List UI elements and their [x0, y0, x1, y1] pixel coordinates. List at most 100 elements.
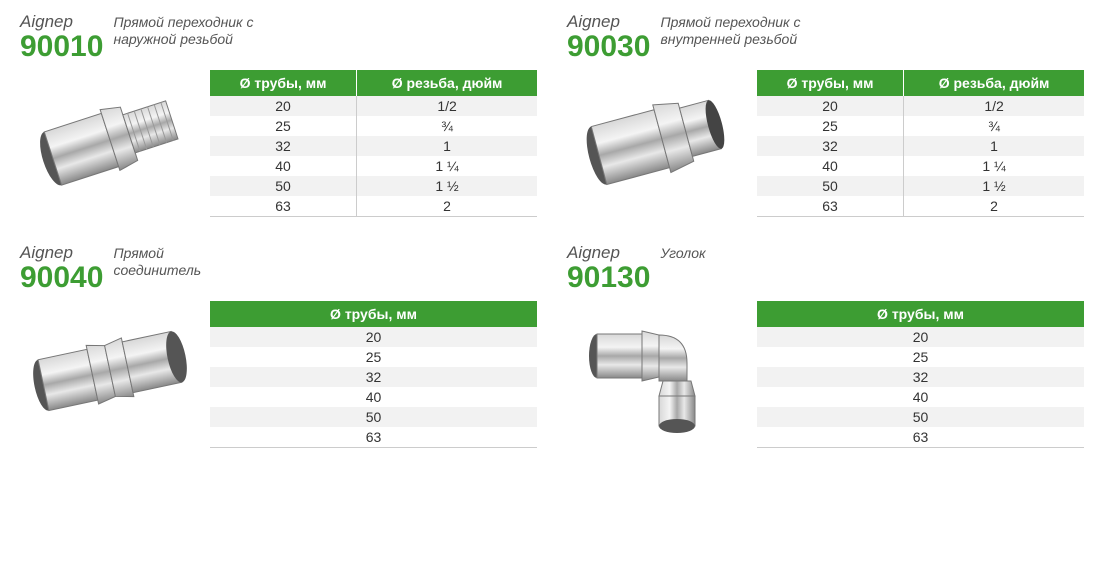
cell: 2: [904, 196, 1084, 217]
table-row: 632: [757, 196, 1084, 217]
cell: 40: [210, 156, 357, 176]
product-grid: Aignep 90010 Прямой переходник с наружно…: [20, 10, 1084, 448]
cell: 63: [757, 196, 904, 217]
cell: 63: [210, 427, 537, 448]
product-code: 90130: [567, 263, 650, 293]
table-row: 632: [210, 196, 537, 217]
cell: 40: [210, 387, 537, 407]
product-code: 90040: [20, 263, 103, 293]
product-header: Aignep 90010 Прямой переходник с наружно…: [20, 10, 537, 62]
col-header: Ø трубы, мм: [757, 70, 904, 96]
table-row: 40: [210, 387, 537, 407]
content-row: Ø трубы, мм 20 25 32 40 50 63: [20, 301, 537, 448]
col-header: Ø трубы, мм: [757, 301, 1084, 327]
title-block: Aignep 90040: [20, 241, 103, 293]
desc-line2: наружной резьбой: [113, 31, 233, 47]
title-block: Aignep 90130: [567, 241, 650, 293]
cell: 25: [210, 347, 537, 367]
brand-label: Aignep: [20, 12, 103, 32]
cell: 50: [757, 176, 904, 196]
table-row: 321: [757, 136, 1084, 156]
cell: 25: [210, 116, 357, 136]
product-code: 90010: [20, 32, 103, 62]
cell: 32: [757, 367, 1084, 387]
table-row: 50: [757, 407, 1084, 427]
spec-table: Ø трубы, мм Ø резьба, дюйм 201/2 25¾ 321…: [210, 70, 537, 217]
product-header: Aignep 90130 Уголок: [567, 241, 1084, 293]
cell: 32: [757, 136, 904, 156]
table-row: 401 ¼: [757, 156, 1084, 176]
table-row: 63: [210, 427, 537, 448]
desc-line1: Прямой переходник с: [113, 14, 253, 30]
product-header: Aignep 90040 Прямой соединитель: [20, 241, 537, 293]
desc-line2: соединитель: [113, 262, 201, 278]
cell: 20: [210, 327, 537, 347]
title-block: Aignep 90010: [20, 10, 103, 62]
product-description: Прямой переходник с внутренней резьбой: [660, 10, 800, 48]
spec-table: Ø трубы, мм 20 25 32 40 50 63: [757, 301, 1084, 448]
product-description: Уголок: [660, 241, 705, 262]
content-row: Ø трубы, мм Ø резьба, дюйм 201/2 25¾ 321…: [567, 70, 1084, 217]
table-row: 321: [210, 136, 537, 156]
table-row: 501 ½: [757, 176, 1084, 196]
cell: 1 ½: [357, 176, 537, 196]
cell: 50: [210, 176, 357, 196]
cell: 25: [757, 347, 1084, 367]
table-row: 20: [210, 327, 537, 347]
title-block: Aignep 90030: [567, 10, 650, 62]
cell: 20: [757, 96, 904, 116]
col-header: Ø трубы, мм: [210, 70, 357, 96]
product-code: 90030: [567, 32, 650, 62]
table-row: 201/2: [210, 96, 537, 116]
cell: 1/2: [904, 96, 1084, 116]
cell: 20: [757, 327, 1084, 347]
cell: 1 ¼: [357, 156, 537, 176]
brand-label: Aignep: [20, 243, 103, 263]
cell: ¾: [357, 116, 537, 136]
table-row: 25: [210, 347, 537, 367]
col-header: Ø трубы, мм: [210, 301, 537, 327]
cell: 1: [904, 136, 1084, 156]
brand-label: Aignep: [567, 243, 650, 263]
product-description: Прямой соединитель: [113, 241, 201, 279]
cell: 1 ¼: [904, 156, 1084, 176]
table-row: 32: [210, 367, 537, 387]
table-row: 63: [757, 427, 1084, 448]
cell: 20: [210, 96, 357, 116]
content-row: Ø трубы, мм 20 25 32 40 50 63: [567, 301, 1084, 448]
cell: 50: [757, 407, 1084, 427]
table-row: 40: [757, 387, 1084, 407]
table-row: 401 ¼: [210, 156, 537, 176]
product-description: Прямой переходник с наружной резьбой: [113, 10, 253, 48]
straight-coupling-icon: [20, 301, 200, 441]
male-adapter-icon: [20, 70, 200, 210]
cell: 32: [210, 367, 537, 387]
col-header: Ø резьба, дюйм: [904, 70, 1084, 96]
table-row: 25¾: [210, 116, 537, 136]
product-card-90040: Aignep 90040 Прямой соединитель: [20, 241, 537, 448]
product-header: Aignep 90030 Прямой переходник с внутрен…: [567, 10, 1084, 62]
cell: ¾: [904, 116, 1084, 136]
product-card-90030: Aignep 90030 Прямой переходник с внутрен…: [567, 10, 1084, 217]
desc-line1: Прямой переходник с: [660, 14, 800, 30]
brand-label: Aignep: [567, 12, 650, 32]
table-row: 50: [210, 407, 537, 427]
elbow-icon: [567, 301, 747, 441]
spec-table: Ø трубы, мм Ø резьба, дюйм 201/2 25¾ 321…: [757, 70, 1084, 217]
desc-line1: Уголок: [660, 245, 705, 261]
cell: 1: [357, 136, 537, 156]
cell: 1/2: [357, 96, 537, 116]
table-row: 32: [757, 367, 1084, 387]
table-row: 25: [757, 347, 1084, 367]
table-row: 501 ½: [210, 176, 537, 196]
cell: 40: [757, 387, 1084, 407]
col-header: Ø резьба, дюйм: [357, 70, 537, 96]
table-row: 20: [757, 327, 1084, 347]
cell: 50: [210, 407, 537, 427]
product-card-90010: Aignep 90010 Прямой переходник с наружно…: [20, 10, 537, 217]
desc-line1: Прямой: [113, 245, 163, 261]
content-row: Ø трубы, мм Ø резьба, дюйм 201/2 25¾ 321…: [20, 70, 537, 217]
cell: 32: [210, 136, 357, 156]
cell: 1 ½: [904, 176, 1084, 196]
cell: 40: [757, 156, 904, 176]
